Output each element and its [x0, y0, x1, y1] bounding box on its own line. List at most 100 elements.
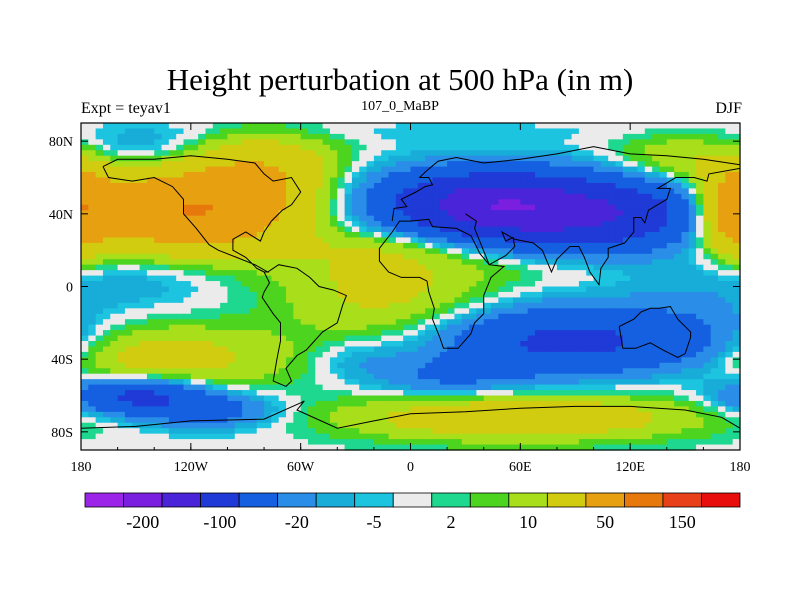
field-cell	[498, 215, 507, 222]
field-cell	[81, 395, 89, 402]
field-cell	[469, 379, 477, 386]
field-cell	[81, 259, 89, 266]
field-cell	[498, 417, 507, 424]
field-cell	[307, 226, 316, 233]
field-cell	[513, 270, 521, 277]
field-cell	[183, 384, 192, 391]
field-cell	[242, 177, 251, 184]
field-cell	[732, 417, 741, 424]
field-cell	[124, 281, 133, 288]
field-cell	[88, 253, 97, 260]
field-cell	[132, 373, 141, 380]
field-cell	[278, 411, 287, 418]
field-cell	[688, 188, 697, 195]
field-cell	[190, 319, 199, 326]
field-cell	[264, 221, 272, 228]
field-cell	[117, 302, 126, 309]
field-cell	[351, 166, 360, 173]
field-cell	[220, 237, 229, 244]
field-cell	[476, 406, 485, 413]
field-cell	[586, 144, 595, 151]
field-cell	[637, 297, 646, 304]
field-cell	[388, 226, 397, 233]
field-cell	[417, 362, 426, 369]
field-cell	[139, 144, 148, 151]
field-cell	[644, 384, 653, 391]
field-cell	[344, 155, 353, 162]
field-cell	[615, 384, 624, 391]
field-cell	[725, 150, 734, 157]
field-cell	[234, 172, 243, 179]
field-cell	[666, 395, 675, 402]
field-cell	[81, 351, 89, 358]
field-cell	[271, 166, 280, 173]
field-cell	[556, 411, 565, 418]
field-cell	[718, 324, 726, 331]
field-cell	[498, 308, 507, 315]
field-cell	[520, 270, 529, 277]
field-cell	[198, 161, 207, 168]
field-cell	[476, 291, 485, 298]
field-cell	[132, 286, 141, 293]
field-cell	[395, 128, 404, 135]
field-cell	[183, 161, 192, 168]
field-cell	[154, 390, 163, 397]
field-cell	[124, 221, 133, 228]
field-cell	[688, 123, 697, 130]
field-cell	[674, 221, 683, 228]
field-cell	[718, 139, 726, 146]
field-cell	[600, 281, 609, 288]
field-cell	[234, 270, 243, 277]
field-cell	[403, 182, 412, 189]
field-cell	[666, 172, 675, 179]
field-cell	[703, 215, 712, 222]
field-cell	[644, 172, 653, 179]
field-cell	[549, 351, 558, 358]
field-cell	[249, 297, 258, 304]
field-cell	[351, 390, 360, 397]
field-cell	[322, 182, 331, 189]
field-cell	[454, 357, 463, 364]
field-cell	[322, 155, 331, 162]
field-cell	[652, 297, 661, 304]
field-cell	[461, 346, 470, 353]
field-cell	[513, 335, 521, 342]
field-cell	[117, 341, 126, 348]
field-cell	[447, 139, 456, 146]
field-cell	[417, 417, 426, 424]
field-cell	[190, 172, 199, 179]
field-cell	[564, 150, 573, 157]
field-cell	[644, 368, 653, 375]
field-cell	[329, 313, 338, 320]
field-cell	[498, 253, 507, 260]
field-cell	[469, 346, 477, 353]
field-cell	[373, 302, 382, 309]
field-cell	[688, 221, 697, 228]
field-cell	[556, 253, 565, 260]
field-cell	[132, 400, 141, 407]
field-cell	[615, 308, 624, 315]
field-cell	[571, 357, 580, 364]
field-cell	[95, 204, 104, 211]
field-cell	[674, 362, 683, 369]
field-cell	[227, 379, 236, 386]
field-cell	[578, 204, 587, 211]
field-cell	[381, 395, 390, 402]
field-cell	[476, 177, 485, 184]
field-cell	[578, 406, 587, 413]
field-cell	[337, 177, 346, 184]
field-cell	[132, 264, 141, 271]
field-cell	[600, 275, 609, 282]
field-cell	[586, 368, 595, 375]
field-cell	[732, 379, 741, 386]
field-cell	[242, 123, 251, 130]
field-cell	[307, 395, 316, 402]
field-cell	[556, 275, 565, 282]
field-cell	[637, 302, 646, 309]
field-cell	[403, 161, 412, 168]
field-cell	[271, 144, 280, 151]
field-cell	[608, 308, 617, 315]
field-cell	[681, 281, 690, 288]
field-cell	[300, 204, 309, 211]
field-cell	[652, 400, 661, 407]
